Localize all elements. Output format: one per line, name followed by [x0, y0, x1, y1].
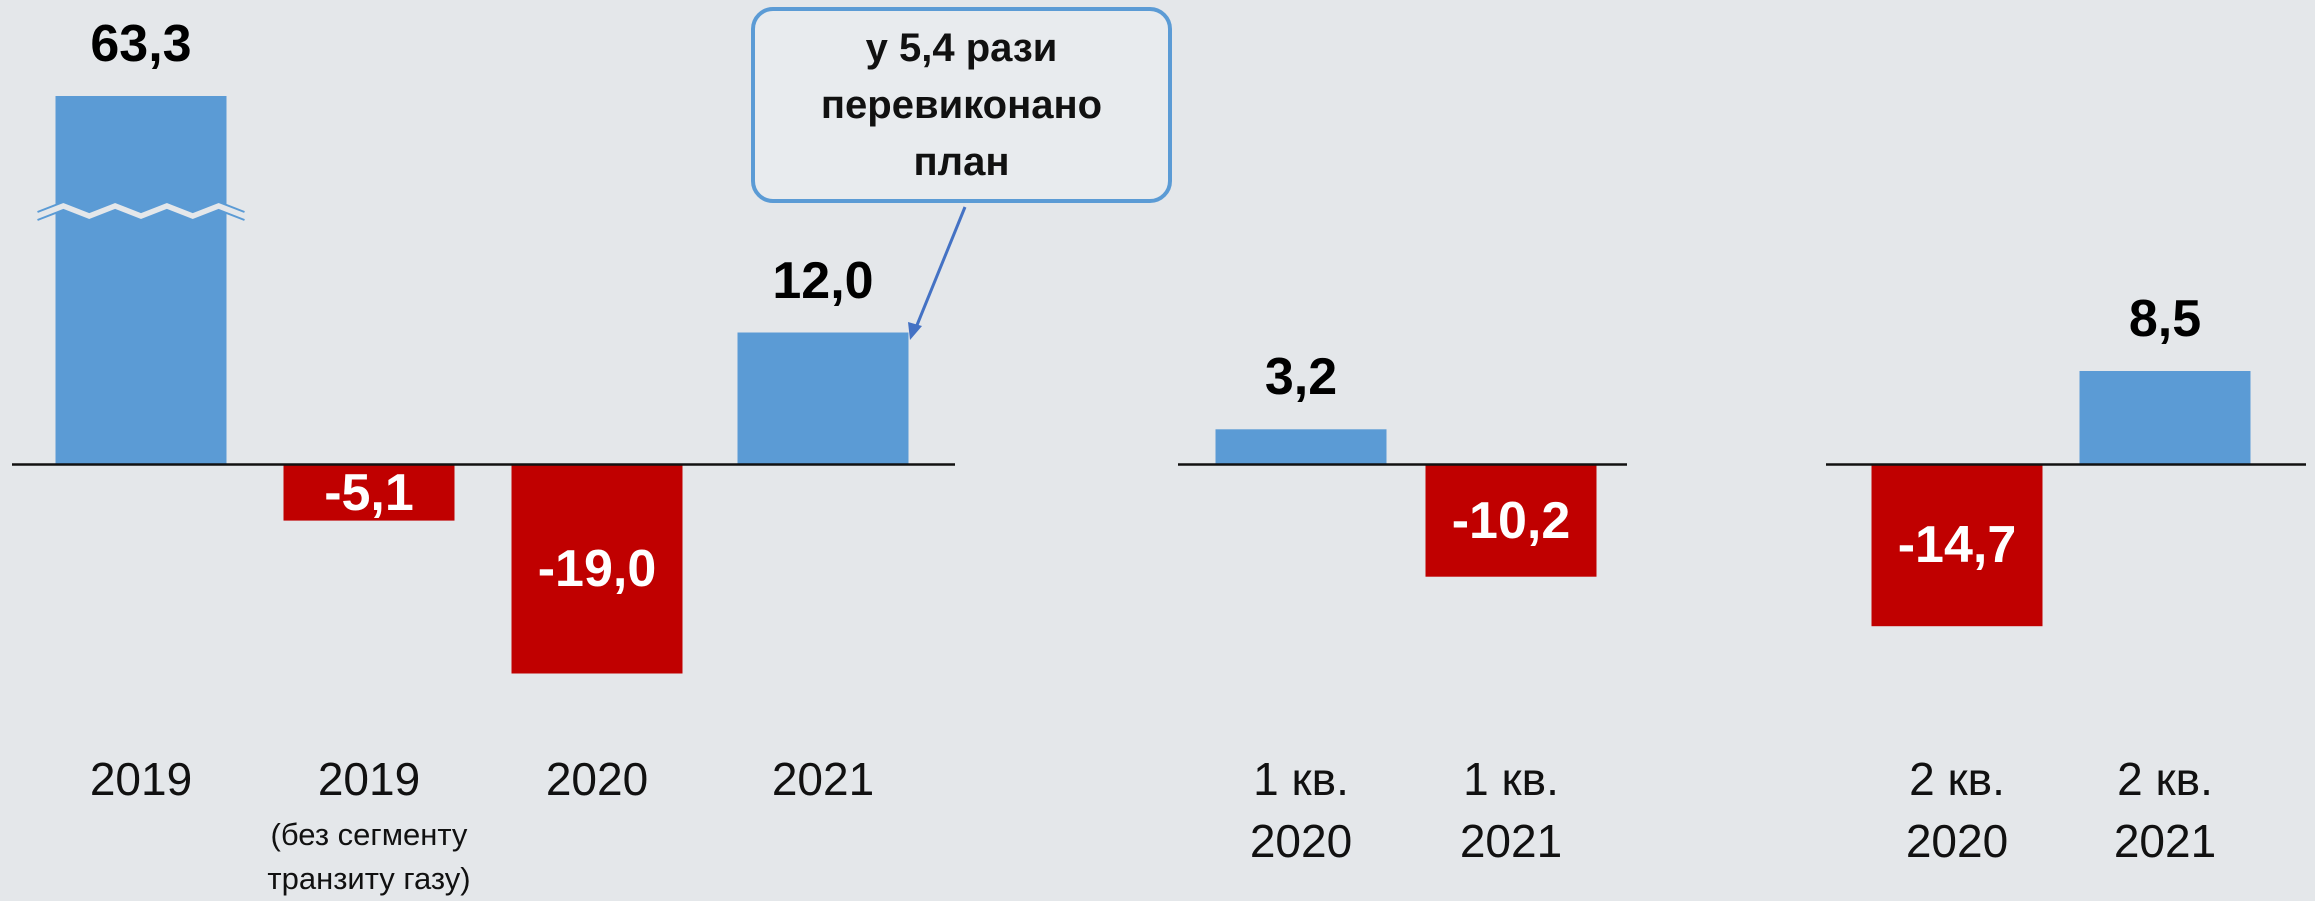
axis-break-line: [37, 208, 245, 222]
x-tick-label: 2019: [317, 753, 421, 805]
x-tick-label: 1 кв. 2021: [1459, 753, 1563, 867]
x-tick-label: 2 кв. 2021: [2113, 753, 2217, 867]
value-label: 3,2: [1264, 348, 1338, 407]
bar: [2079, 371, 2251, 465]
bar: [1871, 464, 2043, 627]
axis-break-band: [37, 202, 245, 220]
value-label: -19,0: [537, 540, 657, 598]
x-tick-label: 2019: [89, 753, 193, 805]
bar: [283, 464, 455, 521]
value-label: 63,3: [90, 15, 192, 73]
bar: [1425, 464, 1597, 577]
callout-arrowhead: [908, 322, 922, 340]
category-note: (без сегменту транзиту газу): [267, 817, 471, 896]
value-label: -10,2: [1451, 491, 1571, 550]
value-label: 12,0: [772, 251, 874, 310]
bar: [1215, 429, 1387, 465]
value-label: -14,7: [1897, 516, 2017, 575]
axis-break-line: [37, 200, 245, 214]
value-label: -5,1: [324, 463, 414, 522]
callout-text: у 5,4 рази перевиконано план: [820, 25, 1103, 184]
x-tick-label: 2021: [771, 753, 875, 805]
bar: [55, 96, 227, 465]
bar: [511, 464, 683, 674]
x-tick-label: 2020: [545, 753, 649, 805]
callout-arrow: [913, 206, 967, 331]
x-tick-label: 1 кв. 2020: [1249, 753, 1353, 867]
bar: [737, 332, 909, 465]
callout: у 5,4 рази перевиконано план: [751, 7, 1172, 203]
x-tick-label: 2 кв. 2020: [1905, 753, 2009, 867]
value-label: 8,5: [2128, 290, 2202, 348]
